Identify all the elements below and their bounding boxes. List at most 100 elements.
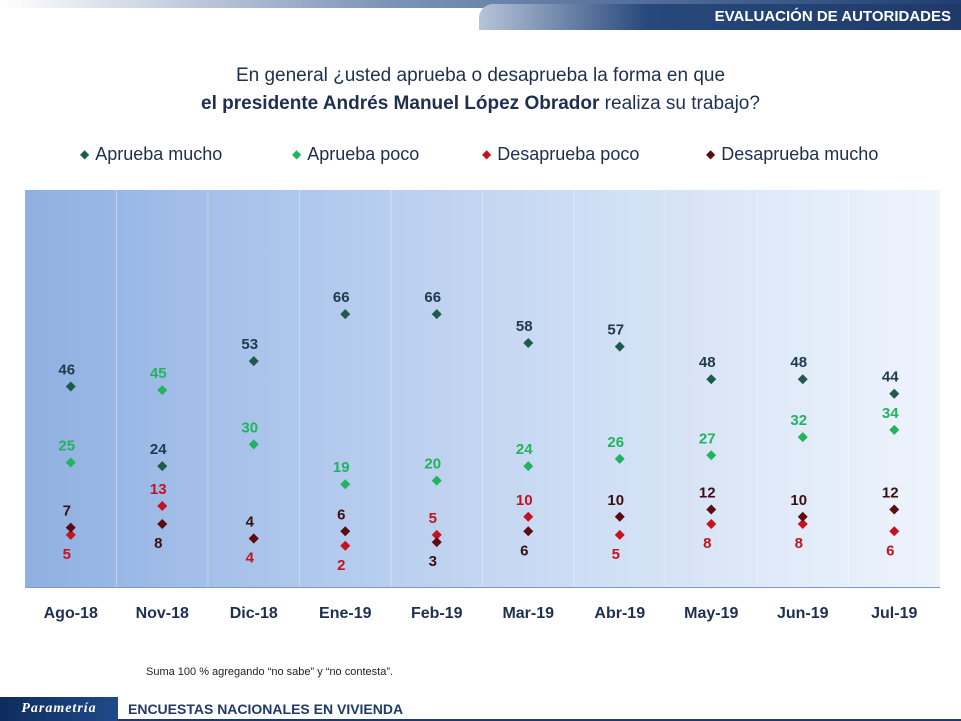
data-point: [340, 309, 351, 320]
data-label: 30: [241, 419, 258, 436]
data-point: [248, 356, 259, 367]
data-label: 66: [424, 289, 441, 306]
data-label: 5: [63, 546, 71, 563]
data-point: [614, 453, 625, 464]
chart-legend: ◆ Aprueba mucho ◆ Aprueba poco ◆ Desaprueba…: [80, 144, 940, 168]
data-label: 19: [333, 459, 350, 476]
data-point: [431, 309, 442, 320]
data-point: [614, 529, 625, 540]
data-label: 10: [516, 492, 533, 509]
x-tick-label: Mar-19: [502, 605, 554, 622]
data-label: 7: [63, 503, 71, 520]
data-point: [706, 504, 717, 515]
data-label: 13: [150, 481, 167, 498]
data-label: 27: [699, 430, 716, 447]
x-tick-label: May-19: [684, 605, 738, 622]
data-point: [797, 511, 808, 522]
data-label: 58: [516, 318, 533, 335]
data-label: 4: [246, 550, 255, 567]
x-tick-label: Jul-19: [871, 605, 917, 622]
data-point: [340, 526, 351, 537]
legend-label: Aprueba poco: [307, 144, 420, 164]
diamond-marker-icon: ◆: [80, 147, 90, 161]
footnote: Suma 100 % agregando “no sabe” y “no con…: [146, 666, 394, 678]
data-label: 53: [241, 336, 258, 353]
data-point: [889, 424, 900, 435]
x-tick-label: Nov-18: [136, 605, 189, 622]
data-point: [706, 450, 717, 461]
data-label: 48: [790, 354, 807, 371]
data-point: [889, 504, 900, 515]
data-point: [431, 537, 442, 548]
data-label: 8: [703, 535, 711, 552]
survey-type-label: ENCUESTAS NACIONALES EN VIVIENDA: [128, 701, 404, 717]
data-label: 5: [612, 546, 620, 563]
data-label: 3: [429, 553, 437, 570]
data-point: [797, 374, 808, 385]
x-tick-label: Abr-19: [594, 605, 645, 622]
data-label: 26: [607, 434, 624, 451]
diamond-marker-icon: ◆: [706, 147, 716, 161]
data-label: 10: [790, 492, 807, 509]
data-label: 2: [337, 557, 345, 574]
data-label: 45: [150, 365, 167, 382]
data-point: [797, 519, 808, 530]
data-point: [523, 461, 534, 472]
data-label: 46: [58, 361, 75, 378]
footer-bar: Parametría ENCUESTAS NACIONALES EN VIVIE…: [0, 697, 961, 721]
data-point: [889, 388, 900, 399]
data-label: 8: [154, 535, 162, 552]
section-title: EVALUACIÓN DE AUTORIDADES: [714, 8, 951, 25]
data-point: [65, 522, 76, 533]
data-label: 66: [333, 289, 350, 306]
data-label: 12: [882, 485, 899, 502]
data-label: 12: [699, 485, 716, 502]
data-point: [157, 461, 168, 472]
data-point: [706, 519, 717, 530]
data-label: 6: [337, 506, 345, 523]
footer-divider: [118, 719, 961, 721]
parametria-logo: Parametría: [0, 697, 118, 721]
data-label: 10: [607, 492, 624, 509]
data-point: [340, 540, 351, 551]
data-point: [65, 381, 76, 392]
legend-label: Desaprueba poco: [497, 144, 640, 164]
data-label: 32: [790, 412, 807, 429]
data-point: [248, 439, 259, 450]
question-bold-part: el presidente Andrés Manuel López Obrado…: [201, 93, 600, 114]
data-point: [431, 475, 442, 486]
data-label: 57: [607, 322, 624, 339]
data-label: 44: [882, 369, 899, 386]
plot-area: [25, 190, 940, 588]
legend-item-aprueba-mucho: ◆ Aprueba mucho: [80, 144, 222, 165]
data-label: 20: [424, 456, 441, 473]
data-point: [706, 374, 717, 385]
data-point: [157, 500, 168, 511]
legend-label: Aprueba mucho: [95, 144, 223, 164]
data-label: 6: [520, 542, 528, 559]
data-label: 48: [699, 354, 716, 371]
x-tick-label: Ene-19: [319, 605, 372, 622]
diamond-marker-icon: ◆: [482, 147, 492, 161]
x-tick-label: Jun-19: [777, 605, 829, 622]
question-line-2: el presidente Andrés Manuel López Obrado…: [0, 90, 961, 118]
data-point: [248, 533, 259, 544]
data-point: [340, 479, 351, 490]
question-line-1: En general ¿usted aprueba o desaprueba l…: [235, 65, 726, 86]
data-label: 6: [886, 542, 894, 559]
section-title-tag: EVALUACIÓN DE AUTORIDADES: [479, 4, 961, 30]
data-label: 34: [882, 405, 899, 422]
legend-label: Desaprueba mucho: [721, 144, 879, 164]
data-label: 5: [429, 510, 437, 527]
data-point: [614, 341, 625, 352]
data-label: 4: [246, 514, 255, 531]
question-rest-part: realiza su trabajo?: [599, 93, 760, 114]
data-point: [157, 519, 168, 530]
x-tick-label: Dic-18: [230, 605, 278, 622]
legend-item-desaprueba-mucho: ◆ Desaprueba mucho: [706, 144, 878, 165]
data-label: 24: [516, 441, 533, 458]
data-point: [65, 529, 76, 540]
data-point: [431, 529, 442, 540]
data-point: [889, 526, 900, 537]
